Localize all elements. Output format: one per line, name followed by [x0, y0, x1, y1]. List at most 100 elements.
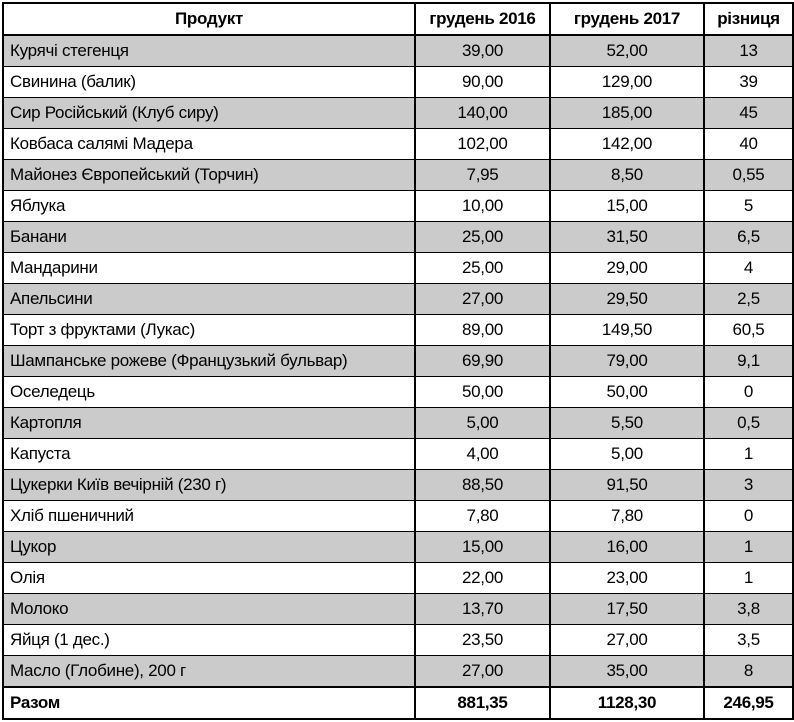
table-row: Сир Російський (Клуб сиру) 140,00 185,00 45 — [2, 97, 794, 129]
column-header-difference: різниця — [703, 2, 794, 36]
product-cell: Курячі стегенця — [2, 34, 416, 67]
table-row: Картопля 5,00 5,50 0,5 — [2, 407, 794, 439]
value-cell-dec-2017: 17,50 — [549, 593, 705, 625]
value-cell-dec-2016: 39,00 — [414, 34, 551, 67]
value-cell-dec-2017: 16,00 — [549, 531, 705, 563]
difference-cell: 39 — [703, 66, 794, 98]
value-cell-dec-2017: 185,00 — [549, 97, 705, 129]
difference-cell: 0,5 — [703, 407, 794, 439]
value-cell-dec-2016: 27,00 — [414, 283, 551, 315]
value-cell-dec-2016: 69,90 — [414, 345, 551, 377]
header-row: Продукт грудень 2016 грудень 2017 різниц… — [2, 2, 794, 36]
table-row: Шампанське рожеве (Французький бульвар) 6… — [2, 345, 794, 377]
value-cell-dec-2016: 7,95 — [414, 159, 551, 191]
value-cell-dec-2016: 22,00 — [414, 562, 551, 594]
value-cell-dec-2016: 50,00 — [414, 376, 551, 408]
total-dec-2016: 881,35 — [414, 686, 551, 720]
table-row: Масло (Глобине), 200 г 27,00 35,00 8 — [2, 655, 794, 688]
difference-cell: 2,5 — [703, 283, 794, 315]
product-cell: Яйця (1 дес.) — [2, 624, 416, 656]
value-cell-dec-2016: 90,00 — [414, 66, 551, 98]
table-row: Свинина (балик) 90,00 129,00 39 — [2, 66, 794, 98]
product-cell: Оселедець — [2, 376, 416, 408]
difference-cell: 40 — [703, 128, 794, 160]
table-body: Курячі стегенця 39,00 52,00 13 Свинина (бали… — [2, 34, 794, 688]
value-cell-dec-2016: 10,00 — [414, 190, 551, 222]
table-row: Яблука 10,00 15,00 5 — [2, 190, 794, 222]
difference-cell: 3 — [703, 469, 794, 501]
product-cell: Олія — [2, 562, 416, 594]
table-row: Майонез Європейський (Торчин) 7,95 8,50 0,5… — [2, 159, 794, 191]
column-header-product: Продукт — [2, 2, 416, 36]
value-cell-dec-2017: 149,50 — [549, 314, 705, 346]
difference-cell: 0 — [703, 376, 794, 408]
value-cell-dec-2016: 23,50 — [414, 624, 551, 656]
value-cell-dec-2017: 27,00 — [549, 624, 705, 656]
difference-cell: 1 — [703, 438, 794, 470]
table-row: Ковбаса салямі Мадера 102,00 142,00 40 — [2, 128, 794, 160]
table-row: Курячі стегенця 39,00 52,00 13 — [2, 34, 794, 67]
product-cell: Цукерки Київ вечірній (230 г) — [2, 469, 416, 501]
table-row: Яйця (1 дес.) 23,50 27,00 3,5 — [2, 624, 794, 656]
value-cell-dec-2016: 7,80 — [414, 500, 551, 532]
difference-cell: 0 — [703, 500, 794, 532]
difference-cell: 3,8 — [703, 593, 794, 625]
difference-cell: 45 — [703, 97, 794, 129]
product-cell: Картопля — [2, 407, 416, 439]
value-cell-dec-2017: 29,00 — [549, 252, 705, 284]
difference-cell: 1 — [703, 562, 794, 594]
value-cell-dec-2017: 29,50 — [549, 283, 705, 315]
product-cell: Молоко — [2, 593, 416, 625]
difference-cell: 8 — [703, 655, 794, 688]
difference-cell: 13 — [703, 34, 794, 67]
value-cell-dec-2017: 15,00 — [549, 190, 705, 222]
table-row: Цукерки Київ вечірній (230 г) 88,50 91,50 3 — [2, 469, 794, 501]
product-cell: Хліб пшеничний — [2, 500, 416, 532]
difference-cell: 60,5 — [703, 314, 794, 346]
value-cell-dec-2017: 31,50 — [549, 221, 705, 253]
value-cell-dec-2016: 4,00 — [414, 438, 551, 470]
difference-cell: 5 — [703, 190, 794, 222]
table-row: Банани 25,00 31,50 6,5 — [2, 221, 794, 253]
difference-cell: 0,55 — [703, 159, 794, 191]
difference-cell: 6,5 — [703, 221, 794, 253]
product-cell: Банани — [2, 221, 416, 253]
value-cell-dec-2017: 23,00 — [549, 562, 705, 594]
value-cell-dec-2016: 89,00 — [414, 314, 551, 346]
value-cell-dec-2017: 142,00 — [549, 128, 705, 160]
table-row: Молоко 13,70 17,50 3,8 — [2, 593, 794, 625]
table-row: Мандарини 25,00 29,00 4 — [2, 252, 794, 284]
value-cell-dec-2017: 50,00 — [549, 376, 705, 408]
value-cell-dec-2017: 91,50 — [549, 469, 705, 501]
value-cell-dec-2017: 8,50 — [549, 159, 705, 191]
table-row: Хліб пшеничний 7,80 7,80 0 — [2, 500, 794, 532]
product-cell: Цукор — [2, 531, 416, 563]
column-header-dec-2017: грудень 2017 — [549, 2, 705, 36]
value-cell-dec-2016: 5,00 — [414, 407, 551, 439]
product-cell: Масло (Глобине), 200 г — [2, 655, 416, 688]
column-header-dec-2016: грудень 2016 — [414, 2, 551, 36]
value-cell-dec-2017: 7,80 — [549, 500, 705, 532]
difference-cell: 1 — [703, 531, 794, 563]
difference-cell: 9,1 — [703, 345, 794, 377]
value-cell-dec-2017: 5,00 — [549, 438, 705, 470]
table-row: Олія 22,00 23,00 1 — [2, 562, 794, 594]
table-row: Капуста 4,00 5,00 1 — [2, 438, 794, 470]
total-difference: 246,95 — [703, 686, 794, 720]
table-row: Торт з фруктами (Лукас) 89,00 149,50 60,5 — [2, 314, 794, 346]
value-cell-dec-2016: 25,00 — [414, 221, 551, 253]
value-cell-dec-2016: 140,00 — [414, 97, 551, 129]
difference-cell: 4 — [703, 252, 794, 284]
value-cell-dec-2017: 35,00 — [549, 655, 705, 688]
value-cell-dec-2016: 25,00 — [414, 252, 551, 284]
value-cell-dec-2016: 13,70 — [414, 593, 551, 625]
total-label: Разом — [2, 686, 416, 720]
product-cell: Апельсини — [2, 283, 416, 315]
product-cell: Ковбаса салямі Мадера — [2, 128, 416, 160]
value-cell-dec-2017: 79,00 — [549, 345, 705, 377]
value-cell-dec-2016: 88,50 — [414, 469, 551, 501]
product-cell: Сир Російський (Клуб сиру) — [2, 97, 416, 129]
table-row: Апельсини 27,00 29,50 2,5 — [2, 283, 794, 315]
value-cell-dec-2017: 52,00 — [549, 34, 705, 67]
